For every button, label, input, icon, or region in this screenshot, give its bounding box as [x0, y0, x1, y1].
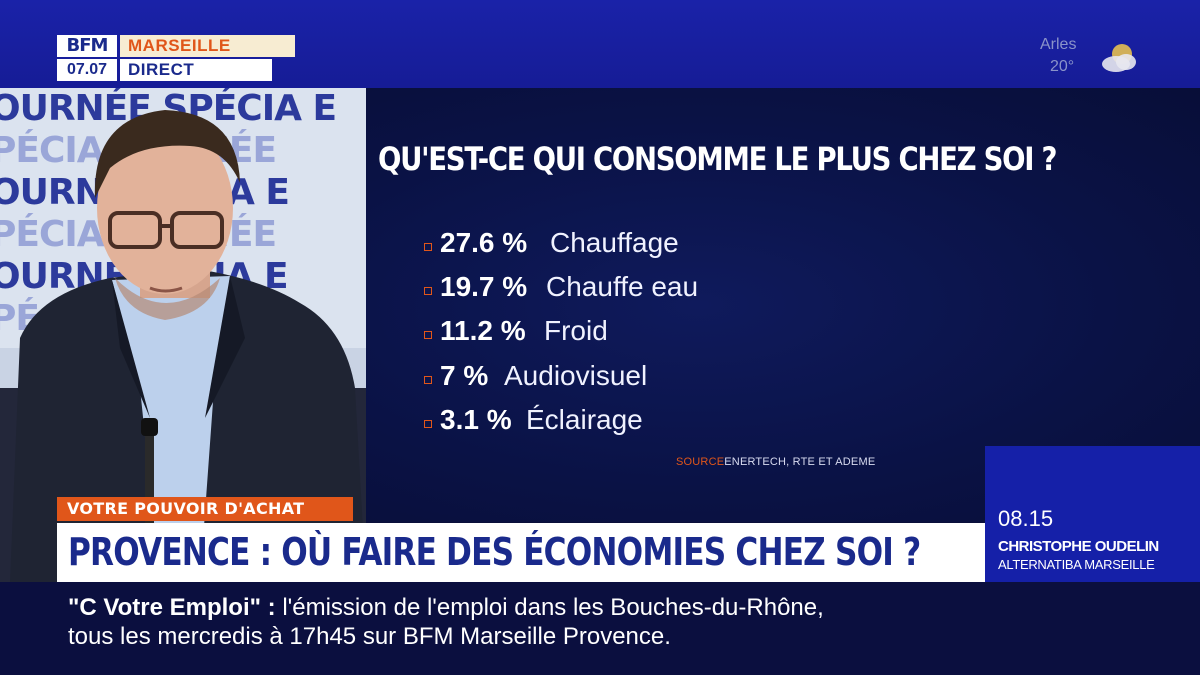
stat-percent: 19.7 %: [440, 271, 528, 302]
guest-name: CHRISTOPHE OUDELIN: [998, 538, 1159, 555]
source-key: SOURCE: [676, 456, 725, 468]
stat-label: Chauffage: [550, 227, 679, 258]
weather-temp: 20°: [1050, 58, 1075, 75]
bullet-icon: [424, 331, 432, 339]
live-badge: DIRECT: [120, 59, 272, 81]
source-note: SOURCEENERTECH, RTE ET ADEME: [676, 456, 875, 468]
bullet-icon: [424, 287, 432, 295]
headline: PROVENCE : OÙ FAIRE DES ÉCONOMIES CHEZ S…: [68, 530, 921, 574]
stat-percent: 3.1 %: [440, 404, 512, 435]
guest-panel: [985, 446, 1200, 582]
weather-city: Arles: [1040, 36, 1077, 53]
ticker-line-1: "C Votre Emploi" : l'émission de l'emplo…: [68, 594, 824, 622]
channel-logo-bfm: BFM: [57, 35, 117, 57]
clock-time: 07.07: [57, 59, 117, 81]
ticker-line-2: tous les mercredis à 17h45 sur BFM Marse…: [68, 623, 671, 650]
stat-percent: 11.2 %: [440, 315, 526, 346]
infographic-title: QU'EST-CE QUI CONSOMME LE PLUS CHEZ SOI …: [378, 140, 1057, 178]
bullet-icon: [424, 376, 432, 384]
guest-organization: ALTERNATIBA MARSEILLE: [998, 557, 1155, 572]
guest-time: 08.15: [998, 506, 1054, 531]
ticker-program: "C Votre Emploi" :: [68, 594, 276, 621]
ticker-text-1: l'émission de l'emploi dans les Bouches-…: [275, 594, 824, 621]
stat-label: Chauffe eau: [546, 271, 699, 302]
headline-banner: [57, 523, 985, 582]
stat-label: Audiovisuel: [504, 360, 648, 391]
stat-label: Éclairage: [526, 404, 643, 435]
topic-kicker: VOTRE POUVOIR D'ACHAT: [57, 497, 353, 521]
partly-cloudy-icon: [1102, 44, 1136, 72]
bullet-icon: [424, 420, 432, 428]
channel-city: MARSEILLE: [120, 35, 295, 57]
stat-percent: 7 %: [440, 360, 489, 391]
stat-percent: 27.6 %: [440, 227, 528, 258]
source-value: ENERTECH, RTE ET ADEME: [724, 456, 876, 468]
news-ticker: [0, 582, 1200, 675]
bullet-icon: [424, 243, 432, 251]
stat-label: Froid: [544, 315, 608, 346]
